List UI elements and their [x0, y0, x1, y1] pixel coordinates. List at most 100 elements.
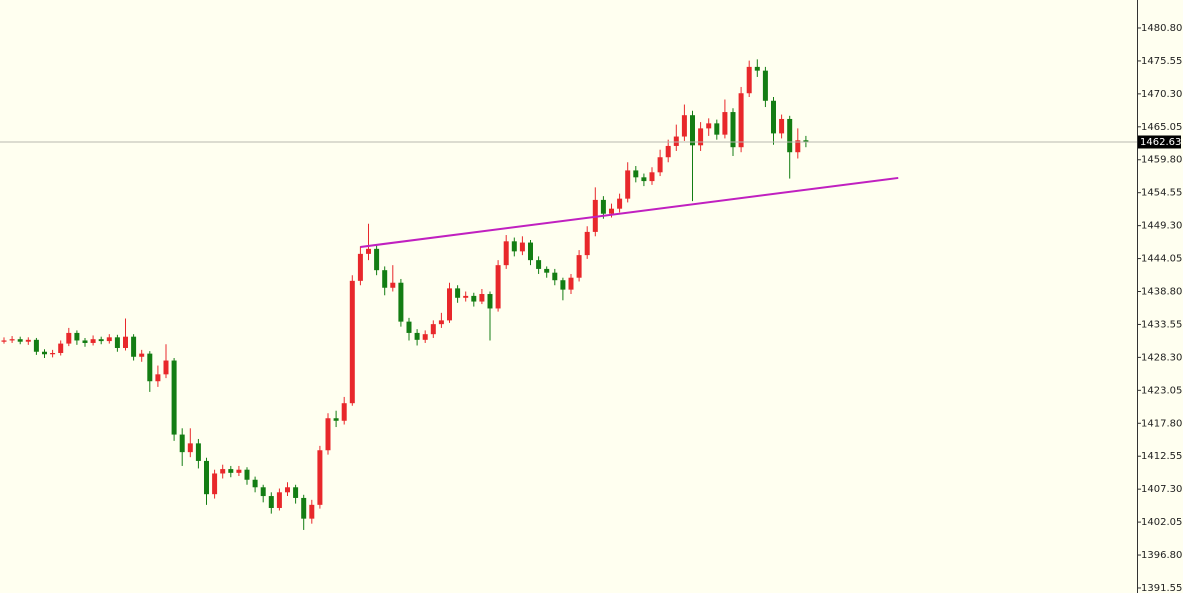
- candle-body: [649, 172, 655, 182]
- candle-body: [633, 170, 639, 178]
- candle-body: [398, 282, 404, 322]
- candle-body: [746, 66, 752, 94]
- candle-body: [106, 337, 112, 342]
- candle-body: [147, 353, 153, 382]
- candle-body: [260, 487, 266, 497]
- candle-body: [600, 199, 606, 214]
- candle-body: [795, 140, 801, 153]
- candle-body: [463, 295, 469, 298]
- last-price-label: 1462.63: [1140, 137, 1181, 148]
- candle-body: [584, 231, 590, 256]
- candle-body: [228, 469, 234, 473]
- y-tick-label: 1417.80: [1141, 418, 1182, 429]
- candle-body: [422, 334, 428, 340]
- y-tick-label: 1475.55: [1141, 56, 1182, 67]
- candle-body: [779, 118, 785, 134]
- candle-body: [714, 123, 720, 135]
- candle-body: [560, 280, 566, 290]
- candle-body: [212, 473, 218, 495]
- candle-body: [349, 280, 355, 404]
- candle-body: [114, 337, 120, 348]
- candle-body: [641, 177, 647, 182]
- candle-body: [479, 294, 485, 302]
- candle-body: [317, 450, 323, 505]
- candle-body: [33, 339, 39, 352]
- candle-body: [74, 332, 80, 341]
- candle-body: [276, 492, 282, 508]
- candle-body: [503, 241, 509, 266]
- candle-body: [665, 145, 671, 158]
- candle-body: [438, 320, 444, 325]
- candle-body: [374, 248, 380, 271]
- candle-body: [179, 434, 185, 453]
- candle-body: [187, 443, 193, 453]
- candle-body: [787, 118, 793, 153]
- candle-body: [139, 353, 145, 357]
- y-tick-label: 1470.30: [1141, 89, 1182, 100]
- candle-body: [382, 270, 388, 288]
- candle-body: [98, 339, 104, 342]
- candle-body: [333, 418, 339, 421]
- trendline: [360, 176, 899, 248]
- candle-body: [66, 332, 72, 344]
- candle-body: [301, 497, 307, 519]
- y-tick-label: 1423.05: [1141, 385, 1182, 396]
- y-tick-label: 1449.30: [1141, 221, 1182, 232]
- candle-body: [519, 242, 525, 252]
- candle-body: [738, 93, 744, 148]
- candle-body: [430, 324, 436, 335]
- candle-body: [285, 487, 290, 493]
- candle-body: [390, 282, 396, 288]
- candle-body: [487, 294, 493, 309]
- candle-body: [309, 504, 315, 519]
- candle-body: [617, 198, 623, 209]
- candle-body: [625, 170, 631, 199]
- y-tick-label: 1480.80: [1141, 23, 1182, 34]
- candle-body: [536, 260, 542, 269]
- y-tick-label: 1438.80: [1141, 287, 1182, 298]
- candle-body: [511, 241, 517, 252]
- candle-body: [341, 403, 347, 421]
- candle-body: [528, 242, 533, 261]
- candle-body: [131, 336, 137, 357]
- candle-body: [236, 469, 242, 473]
- candle-body: [471, 295, 477, 302]
- candle-body: [244, 469, 250, 480]
- y-tick-label: 1396.80: [1141, 550, 1182, 561]
- candle-body: [155, 374, 161, 382]
- y-tick-label: 1402.05: [1141, 517, 1182, 528]
- candle-body: [754, 66, 760, 71]
- y-tick-label: 1428.30: [1141, 352, 1182, 363]
- y-tick-label: 1465.05: [1141, 122, 1182, 133]
- candle-body: [698, 128, 704, 146]
- candle-body: [803, 140, 809, 142]
- y-tick-label: 1454.55: [1141, 188, 1182, 199]
- candle-body: [414, 332, 420, 340]
- candle-body: [163, 360, 169, 375]
- candle-body: [252, 479, 258, 488]
- candle-body: [495, 265, 501, 309]
- candle-body: [25, 339, 31, 342]
- candle-body: [171, 360, 177, 435]
- y-tick-label: 1412.55: [1141, 451, 1182, 462]
- candle-body: [90, 339, 96, 343]
- candle-body: [690, 115, 695, 146]
- candle-body: [1, 340, 7, 342]
- candle-body: [366, 248, 371, 254]
- y-tick-label: 1433.55: [1141, 319, 1182, 330]
- y-tick-label: 1407.30: [1141, 484, 1182, 495]
- candle-body: [706, 123, 712, 129]
- candle-body: [657, 157, 663, 173]
- candle-body: [357, 253, 363, 281]
- candle-body: [455, 288, 461, 298]
- candle-body: [42, 351, 47, 355]
- candle-body: [220, 469, 226, 474]
- candle-body: [293, 487, 299, 498]
- candle-body: [681, 115, 687, 137]
- candle-body: [50, 353, 56, 355]
- candle-body: [576, 255, 582, 278]
- last-price-box: [1138, 135, 1181, 149]
- y-tick-label: 1444.05: [1141, 254, 1182, 265]
- candle-body: [447, 288, 452, 321]
